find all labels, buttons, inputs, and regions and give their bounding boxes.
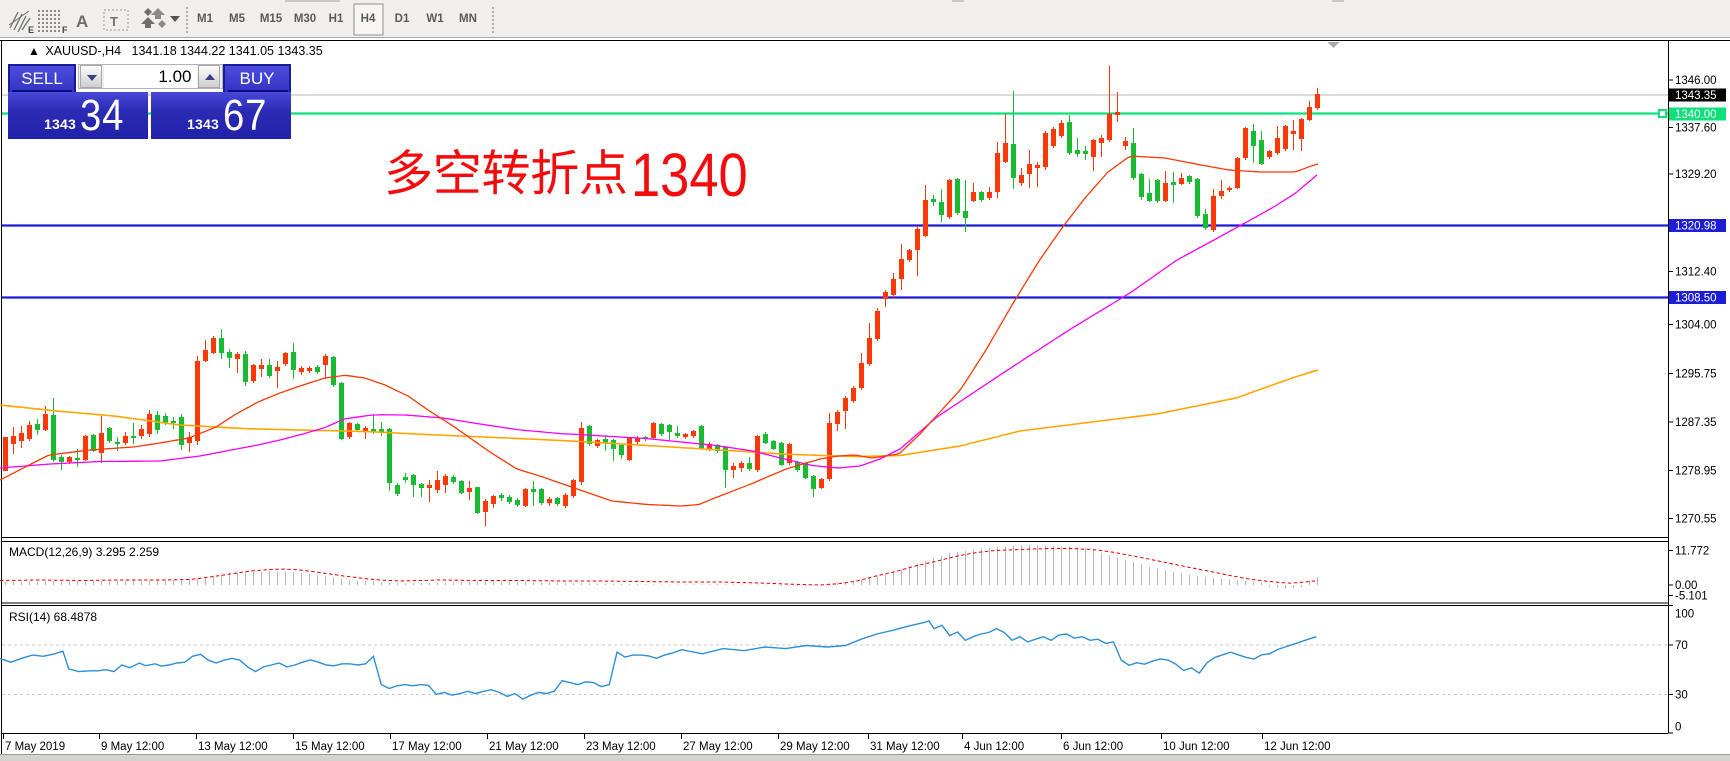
svg-text:12 Jun 12:00: 12 Jun 12:00 (1264, 741, 1331, 753)
svg-text:9 May 12:00: 9 May 12:00 (101, 741, 164, 753)
svg-text:1287.35: 1287.35 (1675, 417, 1717, 429)
svg-text:1340: 1340 (631, 141, 748, 210)
svg-text:29 May 12:00: 29 May 12:00 (780, 741, 850, 753)
svg-text:0.00: 0.00 (1675, 580, 1697, 592)
svg-text:6 Jun 12:00: 6 Jun 12:00 (1063, 741, 1123, 753)
svg-text:23 May 12:00: 23 May 12:00 (586, 741, 656, 753)
svg-text:1295.75: 1295.75 (1675, 369, 1717, 381)
svg-text:13 May 12:00: 13 May 12:00 (198, 741, 268, 753)
svg-text:7 May 2019: 7 May 2019 (5, 741, 65, 753)
svg-text:1312.40: 1312.40 (1675, 267, 1717, 279)
svg-text:MACD(12,26,9) 3.295 2.259: MACD(12,26,9) 3.295 2.259 (9, 545, 159, 559)
svg-text:1340.00: 1340.00 (1675, 109, 1717, 121)
svg-text:1308.50: 1308.50 (1675, 293, 1717, 305)
svg-text:31 May 12:00: 31 May 12:00 (870, 741, 940, 753)
svg-text:T: T (110, 14, 118, 29)
svg-text:17 May 12:00: 17 May 12:00 (392, 741, 462, 753)
svg-text:30: 30 (1675, 690, 1688, 702)
svg-text:E: E (28, 25, 34, 35)
svg-text:1304.00: 1304.00 (1675, 320, 1717, 332)
svg-text:100: 100 (1675, 609, 1694, 621)
svg-text:15 May 12:00: 15 May 12:00 (295, 741, 365, 753)
svg-text:1337.60: 1337.60 (1675, 123, 1717, 135)
svg-text:1343.35: 1343.35 (1675, 90, 1717, 102)
svg-text:10 Jun 12:00: 10 Jun 12:00 (1163, 741, 1230, 753)
svg-text:1320.98: 1320.98 (1675, 221, 1717, 233)
svg-text:1346.00: 1346.00 (1675, 75, 1717, 87)
svg-text:4 Jun 12:00: 4 Jun 12:00 (964, 741, 1024, 753)
svg-text:11.772: 11.772 (1675, 546, 1709, 558)
svg-text:A: A (76, 12, 88, 31)
svg-text:-5.101: -5.101 (1675, 591, 1708, 603)
svg-text:21 May 12:00: 21 May 12:00 (489, 741, 559, 753)
svg-text:1329.20: 1329.20 (1675, 169, 1717, 181)
svg-text:1270.55: 1270.55 (1675, 514, 1717, 526)
svg-text:1278.95: 1278.95 (1675, 466, 1717, 478)
svg-text:0: 0 (1675, 722, 1681, 734)
svg-text:70: 70 (1675, 640, 1688, 652)
svg-text:27 May 12:00: 27 May 12:00 (683, 741, 753, 753)
svg-text:F: F (62, 25, 68, 35)
svg-text:RSI(14) 68.4878: RSI(14) 68.4878 (9, 610, 97, 624)
